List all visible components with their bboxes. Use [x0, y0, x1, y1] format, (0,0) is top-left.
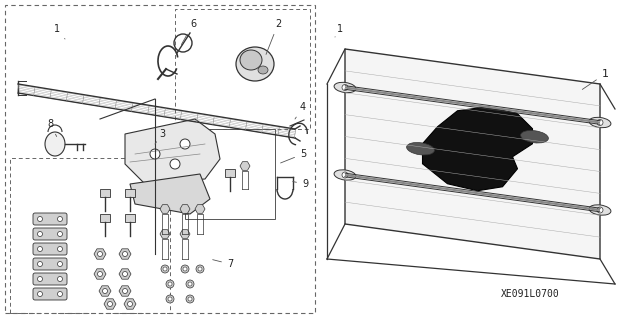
Text: 3: 3: [155, 129, 165, 144]
Circle shape: [166, 280, 174, 288]
Bar: [225, 169, 235, 177]
Bar: [125, 189, 135, 197]
Text: 7: 7: [212, 259, 233, 269]
Circle shape: [170, 159, 180, 169]
Circle shape: [38, 277, 42, 281]
Text: 1: 1: [582, 69, 609, 89]
Circle shape: [342, 172, 348, 178]
Ellipse shape: [520, 130, 548, 143]
Circle shape: [342, 85, 348, 91]
Circle shape: [186, 280, 194, 288]
Circle shape: [180, 139, 190, 149]
Circle shape: [196, 265, 204, 273]
Polygon shape: [119, 286, 131, 296]
Polygon shape: [195, 205, 205, 213]
Ellipse shape: [258, 66, 268, 74]
Circle shape: [163, 267, 167, 271]
Bar: [100, 189, 110, 197]
Circle shape: [58, 292, 63, 296]
Bar: [5, 5, 315, 313]
FancyBboxPatch shape: [33, 228, 67, 240]
Circle shape: [58, 247, 63, 251]
Circle shape: [97, 271, 102, 277]
Polygon shape: [422, 107, 532, 191]
Polygon shape: [119, 249, 131, 259]
Circle shape: [161, 265, 169, 273]
Bar: [100, 214, 110, 222]
Ellipse shape: [240, 50, 262, 70]
Circle shape: [188, 282, 192, 286]
Circle shape: [166, 295, 174, 303]
Text: 8: 8: [47, 119, 57, 137]
Text: 4: 4: [295, 102, 306, 119]
Polygon shape: [99, 286, 111, 296]
Circle shape: [127, 301, 132, 307]
Circle shape: [122, 288, 127, 293]
Polygon shape: [180, 205, 190, 213]
Polygon shape: [240, 162, 250, 170]
Ellipse shape: [334, 82, 356, 93]
Circle shape: [122, 251, 127, 256]
Bar: [10, 158, 170, 313]
Polygon shape: [180, 230, 190, 238]
Circle shape: [181, 265, 189, 273]
Bar: [185, 129, 275, 219]
Circle shape: [97, 251, 102, 256]
Circle shape: [58, 217, 63, 221]
Bar: [125, 214, 135, 222]
Circle shape: [168, 282, 172, 286]
Text: 1: 1: [54, 24, 65, 39]
Circle shape: [58, 232, 63, 236]
Circle shape: [38, 247, 42, 251]
Ellipse shape: [406, 143, 435, 155]
Circle shape: [122, 271, 127, 277]
FancyBboxPatch shape: [33, 288, 67, 300]
Circle shape: [38, 262, 42, 266]
Circle shape: [38, 292, 42, 296]
FancyBboxPatch shape: [33, 243, 67, 255]
Polygon shape: [160, 230, 170, 238]
FancyBboxPatch shape: [33, 273, 67, 285]
Circle shape: [597, 207, 603, 213]
Ellipse shape: [334, 170, 356, 180]
Polygon shape: [345, 49, 600, 259]
Circle shape: [58, 262, 63, 266]
Circle shape: [597, 120, 603, 125]
Circle shape: [102, 288, 108, 293]
Text: 9: 9: [292, 179, 308, 189]
Polygon shape: [94, 269, 106, 279]
Text: 2: 2: [266, 19, 281, 55]
Polygon shape: [124, 299, 136, 309]
Text: XE091L0700: XE091L0700: [500, 289, 559, 299]
Polygon shape: [104, 299, 116, 309]
Polygon shape: [94, 249, 106, 259]
Circle shape: [186, 295, 194, 303]
Circle shape: [150, 149, 160, 159]
Bar: [175, 9, 310, 129]
Circle shape: [188, 297, 192, 301]
Ellipse shape: [45, 132, 65, 156]
Text: 1: 1: [335, 24, 343, 37]
Circle shape: [198, 267, 202, 271]
Ellipse shape: [236, 47, 274, 81]
Ellipse shape: [589, 117, 611, 128]
FancyBboxPatch shape: [33, 213, 67, 225]
Circle shape: [38, 232, 42, 236]
FancyBboxPatch shape: [33, 258, 67, 270]
Text: 5: 5: [280, 149, 306, 163]
Polygon shape: [160, 205, 170, 213]
Text: 6: 6: [181, 19, 196, 45]
Circle shape: [58, 277, 63, 281]
Polygon shape: [130, 174, 210, 214]
Circle shape: [38, 217, 42, 221]
Circle shape: [183, 267, 187, 271]
Polygon shape: [119, 269, 131, 279]
Polygon shape: [125, 119, 220, 184]
Ellipse shape: [589, 205, 611, 215]
Circle shape: [168, 297, 172, 301]
Circle shape: [108, 301, 113, 307]
